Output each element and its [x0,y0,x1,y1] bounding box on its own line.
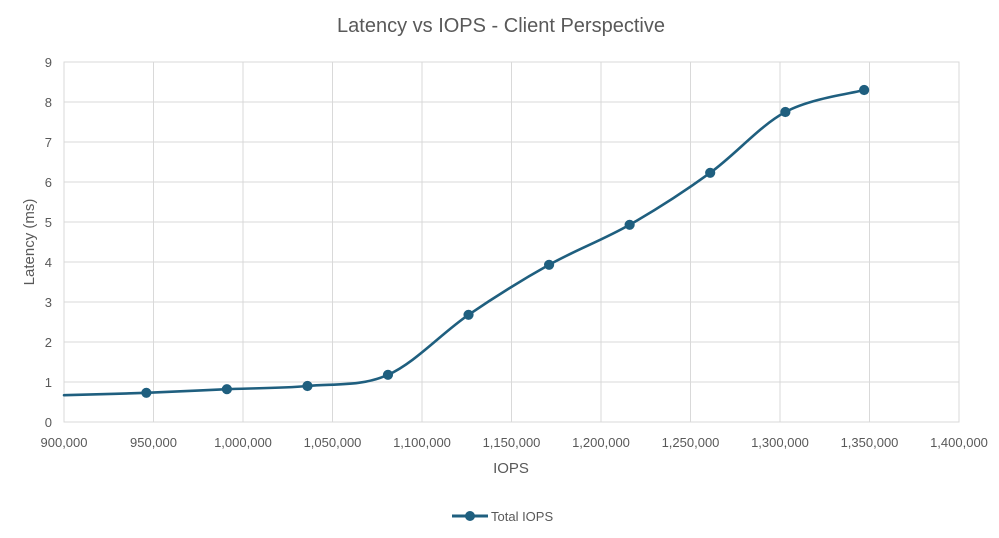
x-tick-label: 1,200,000 [572,435,630,450]
series-layer [62,84,870,398]
y-tick-label: 0 [45,415,52,430]
y-tick-label: 9 [45,55,52,70]
x-tick-label: 1,150,000 [483,435,541,450]
data-point [463,309,474,320]
data-point [624,219,635,230]
y-tick-label: 6 [45,175,52,190]
y-tick-label: 8 [45,95,52,110]
y-tick-label: 7 [45,135,52,150]
series-line-0 [62,88,866,397]
data-point [221,384,232,395]
data-point [141,387,152,398]
x-tick-label: 1,250,000 [662,435,720,450]
data-point [780,106,791,118]
plot-area [63,61,960,423]
data-point [859,84,870,96]
y-tick-label: 1 [45,375,52,390]
data-point [382,369,394,380]
x-tick-label: 1,050,000 [304,435,362,450]
y-tick-label: 2 [45,335,52,350]
chart-title: Latency vs IOPS - Client Perspective [337,15,665,37]
legend-marker [465,511,475,521]
x-tick-label: 1,000,000 [214,435,272,450]
x-tick-label: 1,300,000 [751,435,809,450]
x-tick-label: 950,000 [130,435,177,450]
y-tick-label: 5 [45,215,52,230]
x-tick-label: 1,400,000 [930,435,988,450]
x-tick-label: 900,000 [41,435,88,450]
y-axis-title: Latency (ms) [21,199,38,286]
grid [63,61,960,423]
x-axis: 900,000 950,000 1,000,000 1,050,000 1,100,00… [41,435,988,450]
x-tick-label: 1,350,000 [841,435,899,450]
y-axis: 0 1 2 3 4 5 6 7 8 9 [45,55,52,430]
data-point [302,380,313,392]
x-tick-label: 1,100,000 [393,435,451,450]
y-tick-label: 4 [45,255,52,270]
data-point [705,167,716,178]
data-point [543,259,555,270]
legend: Total IOPS [452,509,553,524]
legend-label-total-iops: Total IOPS [491,509,553,524]
x-axis-title: IOPS [493,460,529,477]
y-tick-label: 3 [45,295,52,310]
